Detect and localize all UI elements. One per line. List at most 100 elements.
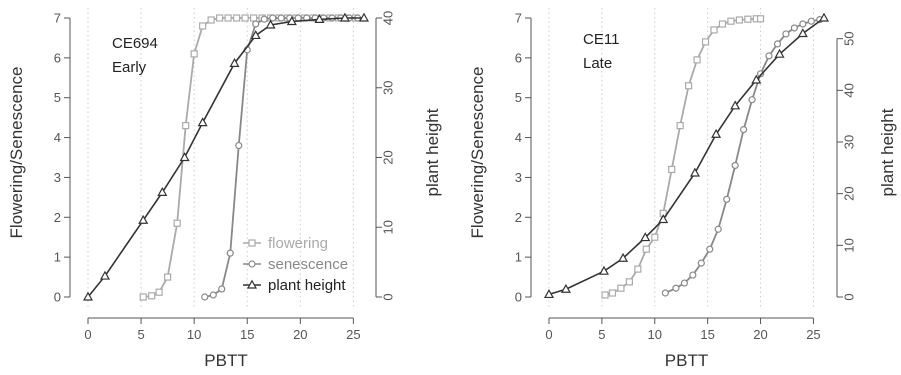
data-point (751, 74, 762, 84)
data-point (560, 283, 571, 293)
data-point (148, 292, 156, 300)
y-tick-label: 1 (54, 250, 61, 265)
data-point (685, 82, 693, 90)
data-point (642, 245, 650, 253)
data-point (608, 289, 617, 297)
legend-entry: flowering (268, 235, 328, 252)
data-point (197, 117, 208, 127)
data-point (543, 288, 555, 299)
data-point (756, 70, 765, 78)
data-point (680, 279, 688, 287)
x-tick-label: 25 (346, 327, 360, 342)
y2-tick-label: 0 (842, 293, 857, 300)
y-tick-label: 0 (54, 290, 61, 305)
data-point (731, 161, 739, 170)
series-plant-height (82, 12, 370, 301)
data-point (216, 14, 224, 22)
data-point (617, 284, 625, 292)
data-point (799, 20, 807, 28)
data-point (182, 122, 190, 130)
data-point (714, 225, 722, 233)
y-tick-label: 5 (515, 90, 522, 105)
series-flowering (601, 15, 765, 299)
y-tick-label: 1 (515, 250, 522, 265)
data-point (661, 289, 669, 297)
data-point (735, 16, 743, 24)
chart-panel-2: 0 5 10 15 20 25 PBTT 0 1 2 3 4 5 6 7 Flowering/Senescen… (468, 8, 897, 370)
data-point (218, 285, 226, 293)
x-tick-label: 5 (598, 327, 605, 342)
data-point (818, 12, 830, 22)
y2-tick-label: 10 (842, 238, 857, 252)
y-tick-label: 7 (54, 11, 61, 26)
data-point (710, 26, 718, 34)
y2-tick-label: 40 (842, 83, 857, 97)
data-point (711, 128, 722, 138)
data-point (723, 195, 731, 203)
data-point (634, 265, 642, 273)
data-point (314, 13, 325, 23)
data-point (224, 14, 232, 22)
data-point (339, 12, 350, 22)
data-point (209, 291, 217, 299)
series-plant-height (543, 12, 830, 299)
data-point (190, 50, 198, 58)
y2-tick-label: 40 (381, 11, 396, 25)
data-point (250, 14, 258, 22)
data-point (790, 24, 798, 32)
x-tick-label: 10 (187, 327, 201, 342)
data-point (697, 259, 705, 267)
data-point (229, 57, 240, 67)
data-point (233, 14, 241, 22)
data-point (252, 20, 260, 28)
data-point (807, 17, 815, 25)
x-tick-label: 0 (545, 327, 552, 342)
x-tick-label: 5 (137, 327, 144, 342)
data-point (658, 214, 669, 224)
data-point (774, 48, 785, 58)
data-point (706, 245, 714, 253)
data-point (269, 14, 277, 22)
y-tick-label: 2 (515, 210, 522, 225)
y-axis-label: Flowering/Senescence (7, 67, 26, 239)
data-point (676, 122, 684, 130)
data-point (756, 15, 765, 23)
data-point (201, 293, 209, 301)
y2-tick-label: 20 (842, 186, 857, 200)
data-point (235, 141, 243, 150)
data-point (689, 167, 700, 177)
y-tick-label: 4 (54, 130, 61, 145)
x-axis-label: PBTT (665, 351, 708, 370)
y-axis-label: Flowering/Senescence (468, 67, 487, 239)
y-tick-label: 4 (515, 130, 522, 145)
data-point (727, 17, 735, 25)
maturity-label: Early (112, 59, 147, 76)
y2-axis-label: plant height (878, 108, 897, 196)
x-tick-label: 0 (84, 327, 91, 342)
data-point (651, 233, 659, 241)
data-point (164, 273, 172, 281)
legend-marker (248, 260, 256, 268)
y-tick-label: 3 (54, 170, 61, 185)
legend-entry: plant height (268, 277, 346, 294)
genotype-label: CE694 (112, 35, 158, 52)
data-point (277, 14, 285, 22)
y2-tick-label: 10 (381, 220, 396, 234)
legend: flowering senescence plant height (243, 235, 348, 294)
data-point (782, 30, 790, 38)
y2-tick-label: 50 (842, 31, 857, 45)
x-tick-label: 20 (293, 327, 307, 342)
data-point (173, 219, 181, 227)
data-point (179, 152, 190, 162)
data-point (797, 28, 808, 38)
y2-tick-label: 30 (381, 81, 396, 95)
data-point (773, 40, 782, 48)
maturity-label: Late (583, 55, 612, 72)
data-point (765, 52, 773, 60)
data-point (625, 278, 633, 286)
data-point (199, 22, 207, 30)
data-point (207, 16, 215, 24)
data-point (250, 30, 261, 40)
data-point (598, 265, 610, 275)
